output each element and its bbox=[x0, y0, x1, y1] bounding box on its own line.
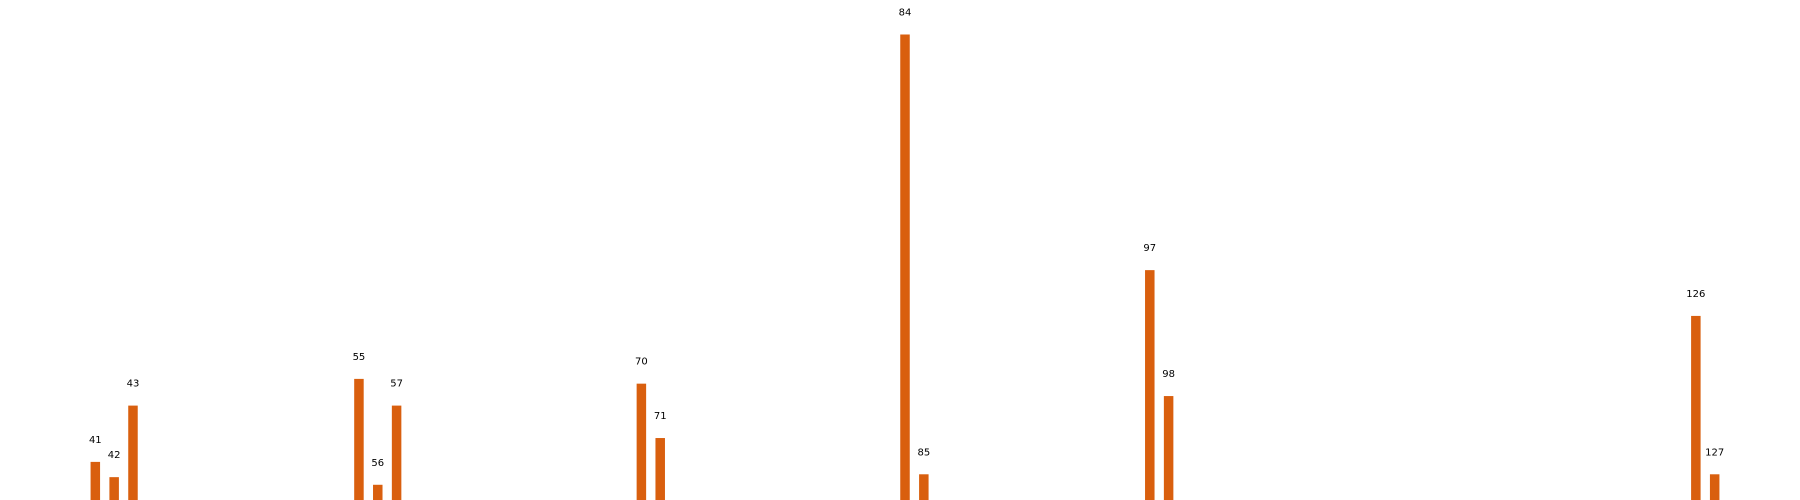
bar-label-98: 98 bbox=[1162, 369, 1175, 380]
bar-labels-group: 41 42 43 55 56 57 70 71 84 85 97 98 126 127 bbox=[89, 7, 1724, 468]
bar-85 bbox=[919, 474, 929, 500]
bar-43 bbox=[128, 405, 138, 500]
bar-97 bbox=[1145, 270, 1155, 500]
bar-label-41: 41 bbox=[89, 435, 102, 446]
bar-label-84: 84 bbox=[899, 7, 912, 18]
bar-label-56: 56 bbox=[371, 458, 384, 469]
bar-label-70: 70 bbox=[635, 357, 648, 368]
bars-group bbox=[90, 34, 1720, 500]
bar-56 bbox=[373, 484, 383, 500]
bar-126 bbox=[1691, 315, 1701, 500]
bar-41 bbox=[90, 461, 101, 500]
bar-42 bbox=[109, 477, 119, 500]
bar-label-42: 42 bbox=[108, 450, 121, 461]
bar-127 bbox=[1709, 474, 1720, 500]
bar-55 bbox=[354, 378, 364, 500]
bar-71 bbox=[655, 438, 665, 500]
bar-label-126: 126 bbox=[1686, 289, 1705, 300]
bar-label-71: 71 bbox=[654, 411, 667, 422]
bar-70 bbox=[636, 383, 647, 500]
bar-label-43: 43 bbox=[127, 379, 140, 390]
bar-57 bbox=[391, 405, 402, 500]
bar-label-85: 85 bbox=[917, 447, 930, 458]
bar-84 bbox=[900, 34, 910, 500]
bar-label-57: 57 bbox=[390, 379, 403, 390]
bar-label-55: 55 bbox=[353, 352, 366, 363]
bar-label-127: 127 bbox=[1705, 447, 1724, 458]
bar-label-97: 97 bbox=[1143, 243, 1156, 254]
bar-98 bbox=[1163, 396, 1174, 500]
